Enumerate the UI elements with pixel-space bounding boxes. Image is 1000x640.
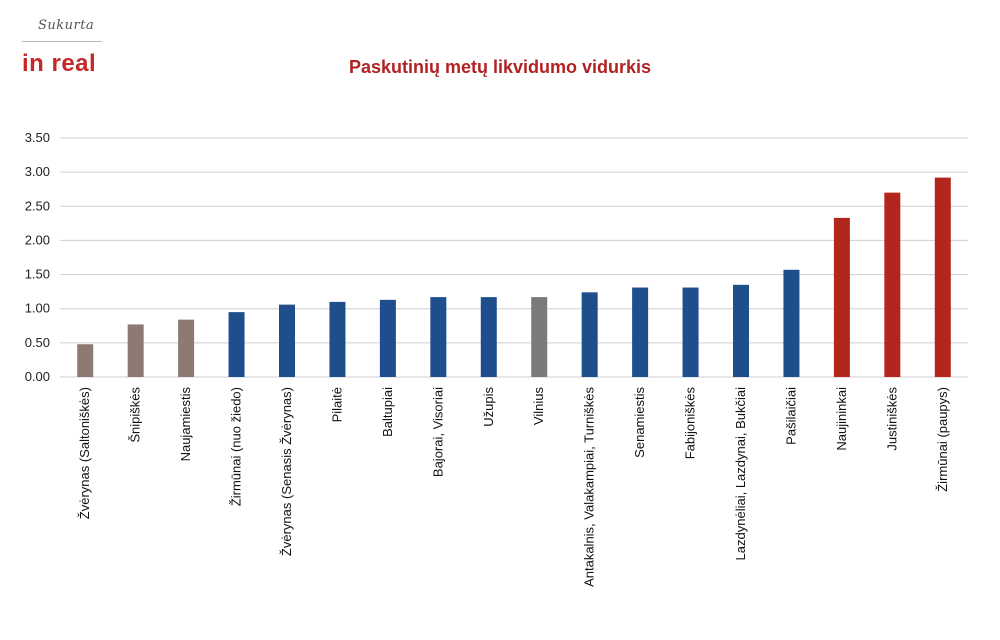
bar: [480, 297, 497, 377]
bar: [430, 297, 447, 377]
x-category-label: Justiniškės: [884, 387, 899, 451]
bar: [329, 301, 346, 377]
x-category-label: Vilnius: [531, 387, 546, 426]
y-tick-label: 2.50: [25, 198, 50, 213]
x-category-label: Žvėrynas (Saltoniškės): [77, 387, 92, 519]
x-category-label: Pilaitė: [329, 387, 344, 422]
bar: [733, 284, 749, 377]
x-category-label: Šnipiškės: [128, 387, 143, 443]
brand-logo: Sukurta in real: [22, 18, 112, 80]
logo-brand-text: in real: [22, 50, 97, 77]
x-category-label: Naujininkai: [834, 387, 849, 451]
bar: [77, 344, 94, 377]
bar: [833, 217, 850, 377]
y-tick-label: 0.50: [25, 335, 50, 350]
x-category-label: Baltupiai: [380, 387, 395, 437]
x-category-label: Antakalnis, Valakampiai, Turniškės: [582, 387, 597, 587]
x-category-label: Bajorai, Visoriai: [430, 387, 445, 477]
y-tick-label: 1.00: [25, 301, 50, 316]
bar: [783, 269, 800, 377]
logo-divider: [22, 41, 102, 42]
bar: [632, 287, 649, 377]
x-category-label: Senamiestis: [632, 387, 647, 458]
x-category-label: Žvėrynas (Senasis Žvėrynas): [279, 387, 294, 556]
x-category-label: Užupis: [481, 387, 496, 427]
bar: [127, 324, 144, 377]
chart-title: Paskutinių metų likvidumo vidurkis: [348, 57, 652, 77]
x-category-label: Pašilaičiai: [783, 387, 798, 445]
y-tick-label: 1.50: [25, 267, 50, 282]
logo-tagline: Sukurta: [38, 18, 95, 33]
y-tick-label: 0.00: [25, 369, 50, 384]
bar: [884, 192, 901, 377]
y-tick-label: 2.00: [25, 232, 50, 247]
x-category-label: Naujamiestis: [178, 387, 193, 462]
y-tick-label: 3.50: [25, 130, 50, 145]
x-category-label: Žirmūnai (paupys): [935, 387, 950, 492]
bar: [379, 299, 396, 377]
x-category-label: Žirmūnai (nuo žiedo): [229, 387, 244, 506]
bar: [279, 304, 295, 377]
bar: [178, 319, 195, 377]
bar: [581, 292, 598, 377]
bar: [531, 297, 548, 377]
x-category-label: Lazdynėliai, Lazdynai, Bukčiai: [733, 387, 748, 561]
bar: [228, 312, 245, 377]
bar: [682, 287, 699, 377]
y-tick-label: 3.00: [25, 164, 50, 179]
x-category-label: Fabijoniškės: [683, 387, 698, 460]
bar: [934, 177, 951, 377]
